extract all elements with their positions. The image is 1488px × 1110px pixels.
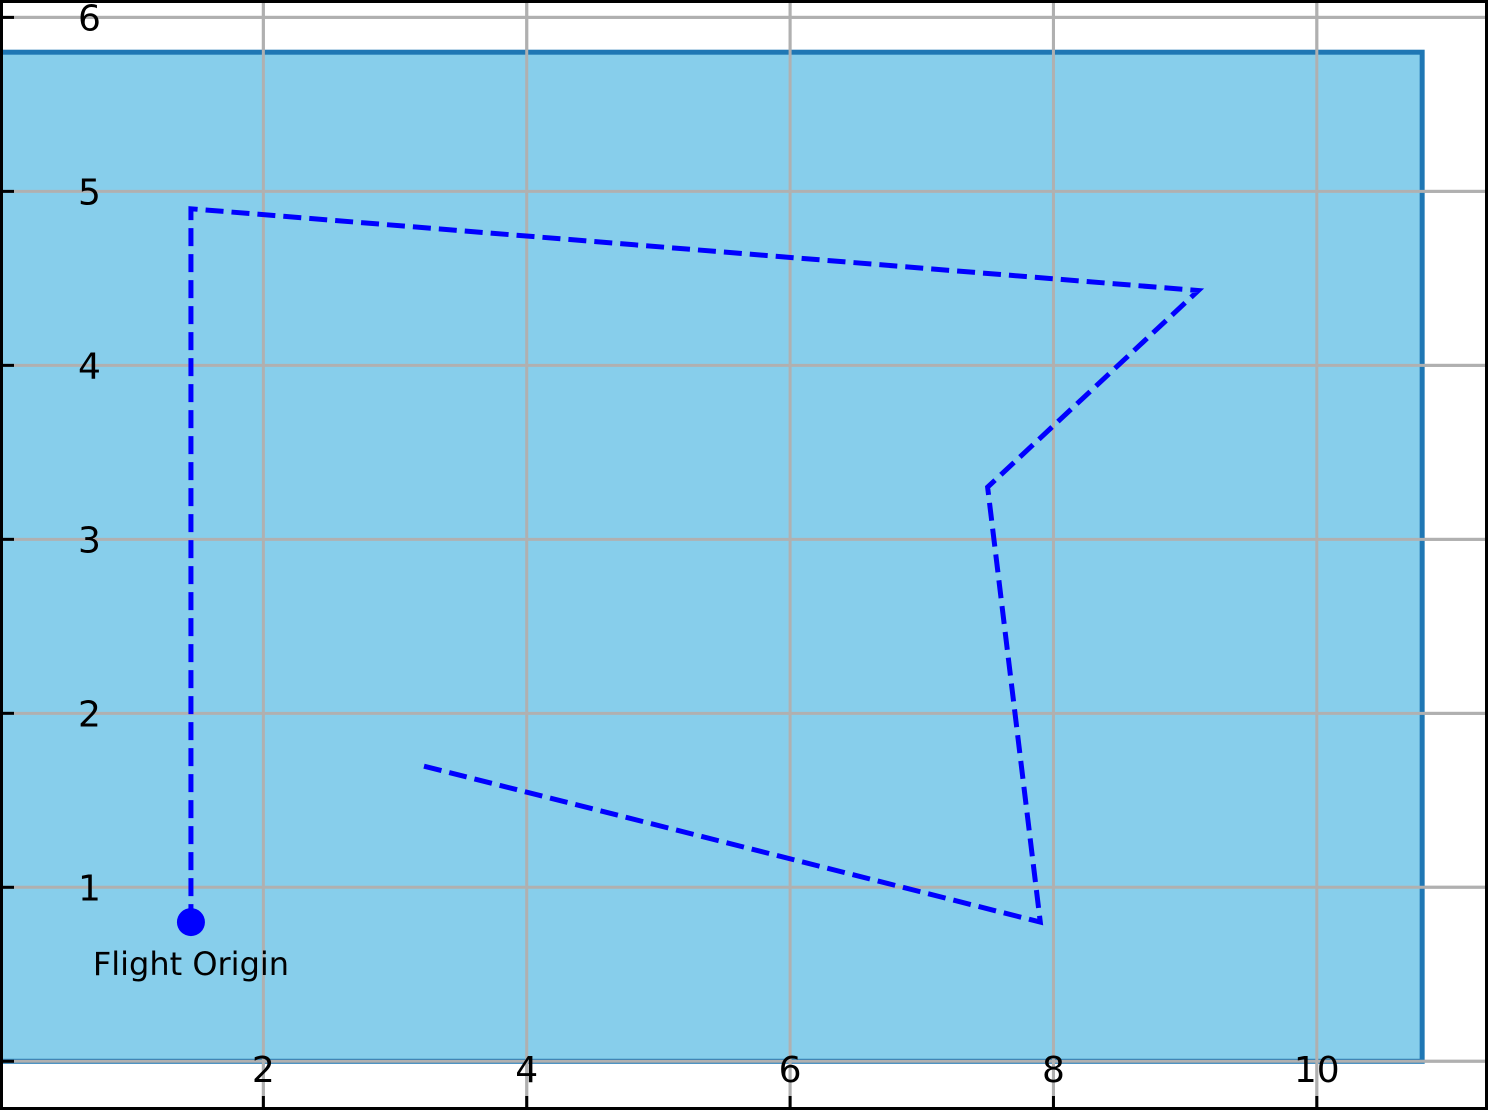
y-tick-label: 5: [78, 172, 101, 213]
x-tick-label: 6: [779, 1050, 802, 1091]
annotations: Flight Origin: [93, 908, 289, 983]
y-tick-label: 3: [78, 520, 101, 561]
flight-origin-label: Flight Origin: [93, 945, 289, 983]
flight-region: [0, 49, 1425, 1064]
y-tick-label: 4: [78, 346, 101, 387]
y-tick-label: 1: [78, 868, 101, 909]
flight-origin-marker: [176, 908, 205, 937]
y-tick-label: 2: [78, 694, 101, 735]
x-tick-label: 10: [1294, 1050, 1340, 1091]
x-tick-label: 4: [515, 1050, 538, 1091]
series-layer: [188, 206, 1205, 926]
y-tick-label: 6: [78, 0, 101, 39]
flight-path-line: [188, 206, 1205, 926]
x-tick-label: 2: [252, 1050, 275, 1091]
x-tick-label: 8: [1042, 1050, 1065, 1091]
